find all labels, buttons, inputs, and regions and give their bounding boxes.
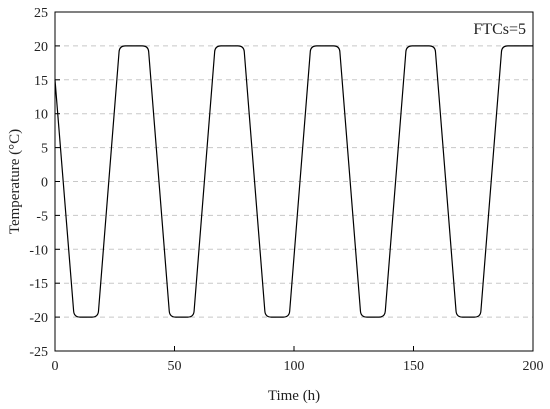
grid-lines [55,45,533,318]
y-tick-label: -15 [29,277,48,292]
y-tick-label: 25 [34,6,48,21]
x-tick-label: 100 [284,359,305,374]
x-tick-label: 150 [403,359,424,374]
y-tick-label: 10 [34,108,48,123]
cycle-count-annotation: FTCs=5 [473,21,526,38]
y-tick-label: 0 [41,176,48,191]
y-tick-label: 5 [41,142,48,157]
x-tick-label: 50 [168,359,182,374]
y-tick-label: 20 [34,40,48,55]
y-tick-label: 15 [34,74,48,89]
y-tick-label: -25 [29,345,48,360]
axis-ticks: -25 -20 -15 -10 -5 0 5 10 15 20 25 0 50 100 150 200 [29,6,543,374]
x-axis-title: Time (h) [268,388,320,404]
y-axis-title: Temperature (°C) [7,129,23,234]
x-tick-label: 0 [52,359,59,374]
series-line-0 [54,45,533,318]
series-layer [54,45,533,318]
y-tick-label: -5 [36,209,48,224]
y-tick-label: -20 [29,311,48,326]
y-tick-label: -10 [29,243,48,258]
x-tick-label: 200 [523,359,544,374]
